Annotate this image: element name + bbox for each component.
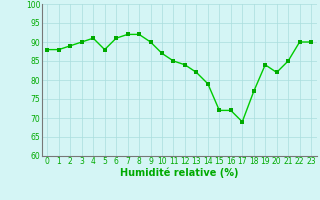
X-axis label: Humidité relative (%): Humidité relative (%) bbox=[120, 168, 238, 178]
